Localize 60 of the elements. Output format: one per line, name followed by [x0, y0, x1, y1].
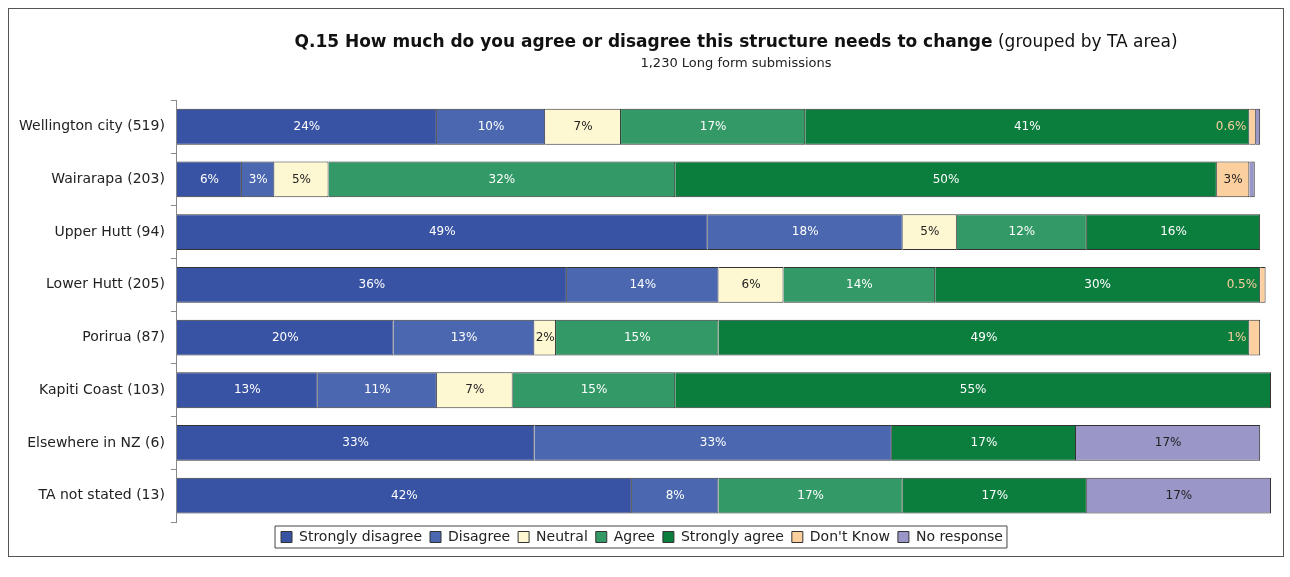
data-label: 14%	[629, 276, 657, 291]
data-label: 18%	[791, 224, 819, 239]
data-label: 12%	[1008, 224, 1036, 239]
data-label: 16%	[1160, 224, 1187, 239]
data-label: 2%	[535, 329, 555, 344]
data-label: 24%	[293, 118, 321, 133]
y-tick-label: Porirua (87)	[82, 328, 165, 345]
y-tick-label: Lower Hutt (205)	[46, 275, 165, 292]
y-tick-label: Kapiti Coast (103)	[38, 380, 165, 397]
data-label: 13%	[450, 329, 478, 344]
data-label: 17%	[981, 487, 1009, 502]
data-label: 49%	[970, 329, 998, 344]
legend-label: Disagree	[448, 527, 511, 544]
data-label: 32%	[488, 171, 516, 186]
data-label: 55%	[959, 382, 987, 397]
data-label: 41%	[1013, 118, 1041, 133]
y-tick-label: Wairarapa (203)	[51, 170, 165, 187]
data-label: 7%	[573, 118, 593, 133]
legend-label: No response	[915, 527, 1003, 544]
y-tick-label: Elsewhere in NZ (6)	[27, 433, 165, 450]
data-label: 3%	[248, 171, 268, 186]
data-label: 1%	[1227, 329, 1247, 344]
data-label: 11%	[363, 382, 391, 397]
data-label: 17%	[797, 487, 824, 502]
data-label: 10%	[477, 118, 505, 133]
y-tick-label: TA not stated (13)	[37, 486, 165, 503]
data-label: 13%	[233, 382, 261, 397]
data-label: 33%	[699, 435, 727, 450]
data-label: 6%	[199, 171, 219, 186]
data-label: 17%	[970, 435, 998, 450]
data-label: 3%	[1223, 171, 1243, 186]
data-label: 15%	[580, 382, 608, 397]
data-label: 20%	[271, 329, 299, 344]
data-label: 6%	[741, 276, 761, 291]
legend-label: Strongly agree	[680, 527, 784, 544]
chart-title: Q.15 How much do you agree or disagree this structure needs to change (grouped by TA area)	[294, 31, 1178, 51]
data-label: 17%	[1154, 435, 1182, 450]
legend-label: Agree	[613, 527, 655, 544]
data-label: 5%	[920, 224, 940, 239]
data-label: 33%	[342, 435, 369, 450]
y-tick-label: Upper Hutt (94)	[54, 222, 165, 239]
data-label: 14%	[846, 276, 873, 291]
data-label: 5%	[291, 171, 311, 186]
data-label: 50%	[932, 171, 960, 186]
y-tick-label: Wellington city (519)	[18, 117, 165, 134]
legend-label: Don't Know	[809, 527, 890, 544]
data-label: 0.6%	[1215, 118, 1247, 133]
data-label: 36%	[358, 276, 386, 291]
data-label: 49%	[428, 224, 456, 239]
data-label: 17%	[699, 118, 727, 133]
legend-label: Strongly disagree	[299, 527, 423, 544]
data-label: 0.5%	[1226, 276, 1258, 291]
data-label: 15%	[623, 329, 651, 344]
data-label: 7%	[465, 382, 485, 397]
chart-subtitle: 1,230 Long form submissions	[639, 55, 833, 70]
data-label: 30%	[1084, 276, 1112, 291]
data-label: 17%	[1165, 487, 1193, 502]
legend-label: Neutral	[536, 527, 588, 544]
data-label: 8%	[665, 487, 685, 502]
data-label: 42%	[391, 487, 418, 502]
